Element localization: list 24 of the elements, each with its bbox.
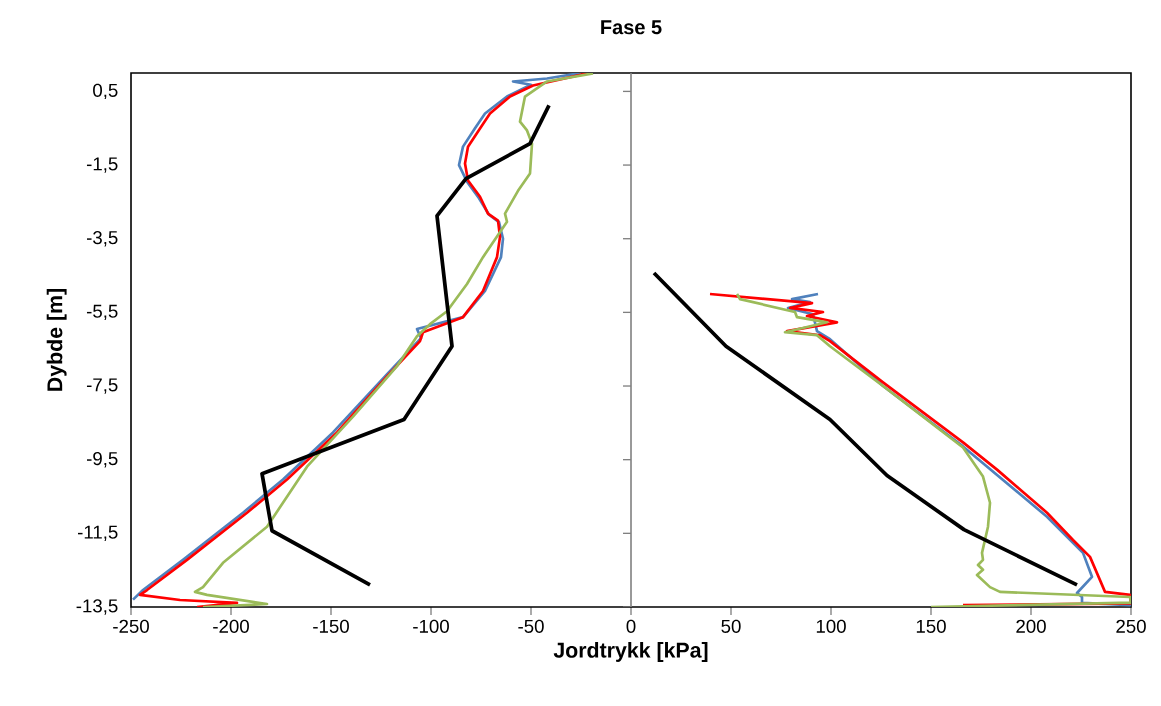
x-tick-label: -50: [518, 619, 544, 633]
x-tick-label: -200: [213, 619, 249, 633]
y-tick-label: -13,5: [76, 599, 118, 615]
y-tick-label: -5,5: [86, 304, 118, 320]
y-axis-title: Dybde [m]: [46, 289, 67, 391]
x-tick-label: 150: [916, 619, 946, 633]
x-tick-label: -100: [413, 619, 449, 633]
x-axis-title: Jordtrykk [kPa]: [553, 642, 708, 662]
x-tick-label: 250: [1116, 619, 1146, 633]
x-tick-label: -250: [113, 619, 149, 633]
y-tick-label: 0,5: [93, 83, 118, 100]
x-tick-label: 0: [626, 619, 636, 633]
line-series: [260, 103, 551, 587]
x-tick-label: 100: [816, 619, 846, 633]
y-tick-label: -1,5: [86, 157, 118, 173]
x-tick-label: 200: [1016, 619, 1046, 633]
chart-title: Fase 5: [601, 20, 662, 35]
line-series: [652, 271, 1079, 587]
y-tick-label: -7,5: [86, 378, 118, 394]
y-tick-label: -9,5: [86, 451, 118, 468]
y-tick-label: -3,5: [86, 230, 118, 247]
x-tick-label: -150: [313, 619, 349, 633]
x-tick-label: 50: [721, 619, 741, 633]
y-tick-label: -11,5: [77, 525, 118, 541]
